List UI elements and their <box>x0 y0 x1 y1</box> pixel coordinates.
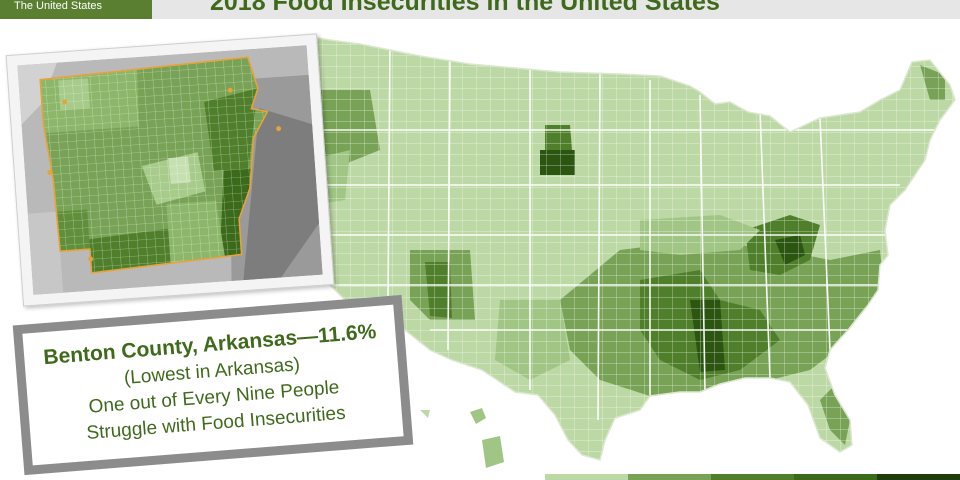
benton-county-callout: Benton County, Arkansas—11.6% (Lowest in… <box>12 294 414 476</box>
color-legend <box>545 474 960 480</box>
arkansas-inset-map <box>5 33 335 307</box>
legend-swatch <box>794 474 877 480</box>
city-marker <box>62 99 68 105</box>
hawaii-shape <box>470 408 486 424</box>
region-badge: The United States <box>0 0 152 19</box>
legend-swatch <box>877 474 960 480</box>
arkansas-map <box>17 45 323 295</box>
city-marker <box>47 169 53 175</box>
page-title: 2018 Food Insecurities in the United Sta… <box>210 0 720 16</box>
top-bar <box>0 0 960 19</box>
city-marker <box>227 87 233 93</box>
city-marker <box>88 256 94 262</box>
city-marker <box>276 126 282 132</box>
legend-swatch <box>545 474 628 480</box>
legend-swatch <box>628 474 711 480</box>
legend-swatch <box>711 474 794 480</box>
